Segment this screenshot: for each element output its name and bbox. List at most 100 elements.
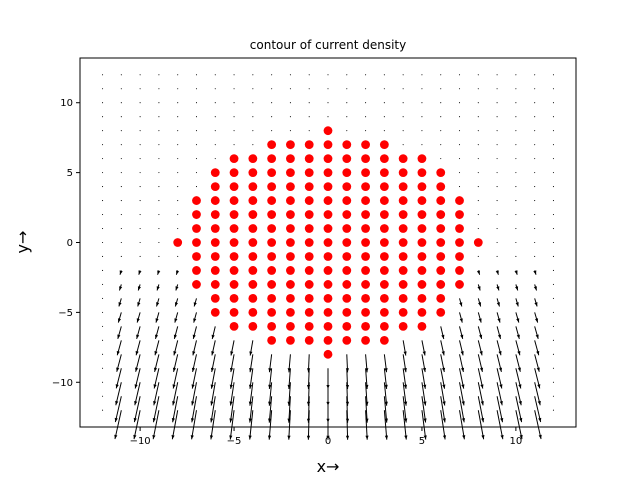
quiver-arrow xyxy=(139,144,141,146)
red-marker xyxy=(361,168,370,178)
quiver-arrow xyxy=(120,255,122,258)
quiver-arrow xyxy=(534,102,536,104)
red-marker xyxy=(379,335,389,345)
red-marker xyxy=(417,294,427,303)
red-marker xyxy=(192,224,201,233)
quiver-arrow-head xyxy=(538,434,542,440)
red-marker xyxy=(304,196,314,205)
quiver-arrow xyxy=(120,227,122,230)
red-marker xyxy=(342,210,352,219)
quiver-arrow xyxy=(139,200,141,202)
quiver-arrow xyxy=(552,213,555,216)
red-marker xyxy=(436,182,446,191)
red-marker xyxy=(379,294,389,303)
quiver-arrow-head xyxy=(537,384,541,389)
quiver-arrow-head xyxy=(229,418,233,423)
quiver-arrow xyxy=(534,158,536,160)
red-marker xyxy=(286,224,295,233)
quiver-arrow-head xyxy=(136,318,140,323)
red-marker xyxy=(379,307,389,317)
quiver-arrow xyxy=(515,255,517,258)
quiver-arrow xyxy=(477,200,479,202)
quiver-arrow-head xyxy=(404,418,408,423)
quiver-arrow xyxy=(402,144,404,146)
quiver-arrow xyxy=(534,74,536,76)
quiver-arrow-head xyxy=(115,384,119,389)
quiver-arrow-head xyxy=(384,368,388,373)
quiver-arrow-head xyxy=(479,334,483,339)
red-marker xyxy=(398,210,408,219)
quiver-arrow xyxy=(365,88,367,90)
red-marker xyxy=(398,307,408,317)
quiver-arrow xyxy=(515,200,517,202)
quiver-arrow-head xyxy=(173,334,177,339)
quiver-arrow xyxy=(289,74,291,76)
red-marker xyxy=(379,210,389,219)
quiver-arrow-head xyxy=(479,367,484,372)
quiver-arrow-head xyxy=(365,418,369,423)
y-tick-label: 10 xyxy=(60,98,73,109)
quiver-arrow-head xyxy=(135,367,139,372)
red-marker xyxy=(267,168,277,178)
quiver-arrow-head xyxy=(154,351,158,356)
red-marker xyxy=(210,210,220,219)
quiver-arrow xyxy=(383,88,385,90)
red-marker xyxy=(417,280,427,289)
red-marker xyxy=(229,321,239,331)
x-axis-label: x→ xyxy=(317,457,340,476)
quiver-arrow xyxy=(289,88,291,90)
red-marker xyxy=(323,280,333,289)
quiver-arrow xyxy=(383,102,385,104)
red-marker xyxy=(286,210,295,219)
quiver-arrow xyxy=(289,102,291,104)
quiver-arrow xyxy=(421,410,427,440)
quiver-arrow-head xyxy=(193,318,197,323)
quiver-arrow xyxy=(158,88,160,90)
quiver-arrow xyxy=(552,88,555,90)
red-marker xyxy=(323,294,333,303)
quiver-arrow xyxy=(177,213,179,216)
quiver-arrow-head xyxy=(498,351,502,356)
quiver-arrow xyxy=(496,213,498,216)
red-marker xyxy=(361,210,370,219)
red-marker xyxy=(417,224,427,233)
quiver-arrow xyxy=(139,255,141,258)
quiver-arrow xyxy=(120,144,122,146)
quiver-arrow-head xyxy=(230,351,234,356)
quiver-arrow xyxy=(515,144,517,146)
red-marker xyxy=(342,238,352,247)
quiver-arrow-head xyxy=(306,401,311,406)
quiver-arrow xyxy=(327,74,329,76)
quiver-arrow-head xyxy=(172,367,177,372)
red-marker xyxy=(248,154,258,164)
quiver-arrow xyxy=(308,88,310,90)
quiver-arrow xyxy=(552,172,555,174)
red-marker xyxy=(436,280,446,289)
quiver-arrow-head xyxy=(287,384,291,389)
quiver-arrow-head xyxy=(171,435,175,440)
quiver-arrow xyxy=(177,172,179,174)
quiver-arrow-head xyxy=(403,367,407,373)
quiver-arrow-head xyxy=(117,334,121,339)
quiver-arrow-head xyxy=(117,318,122,323)
red-marker xyxy=(417,307,427,317)
red-marker xyxy=(398,266,408,275)
quiver-arrow xyxy=(152,410,160,440)
red-marker xyxy=(229,154,239,164)
quiver-arrow xyxy=(365,116,367,118)
quiver-arrow-head xyxy=(248,401,252,406)
quiver-arrow-head xyxy=(518,384,522,389)
red-marker xyxy=(342,196,352,205)
quiver-arrow xyxy=(402,74,404,76)
quiver-arrow-head xyxy=(365,384,369,389)
quiver-arrow xyxy=(496,102,498,104)
quiver-arrow xyxy=(496,396,504,423)
quiver-arrow xyxy=(101,255,104,258)
quiver-arrow-head xyxy=(153,384,157,389)
quiver-arrow xyxy=(440,130,442,132)
red-marker xyxy=(417,210,427,219)
quiver-arrow-head xyxy=(365,368,369,373)
quiver-arrow xyxy=(552,339,555,341)
red-marker xyxy=(398,280,408,289)
